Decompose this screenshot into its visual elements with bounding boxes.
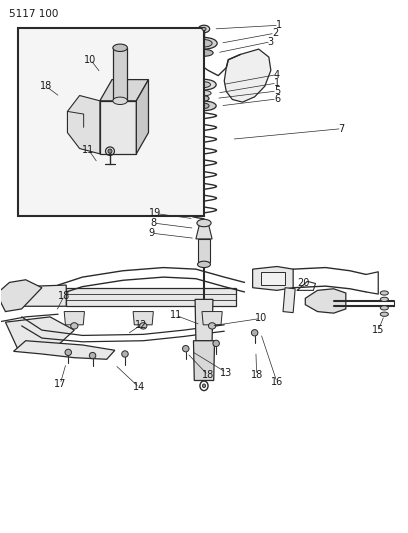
Polygon shape (66, 288, 236, 306)
Ellipse shape (89, 352, 96, 359)
Ellipse shape (213, 340, 220, 346)
Polygon shape (13, 341, 115, 359)
Polygon shape (100, 79, 149, 101)
Ellipse shape (380, 291, 388, 295)
Polygon shape (195, 300, 213, 341)
Ellipse shape (202, 384, 206, 387)
Polygon shape (253, 266, 293, 290)
Text: 9: 9 (148, 228, 154, 238)
Ellipse shape (197, 91, 211, 96)
Text: 4: 4 (274, 70, 280, 79)
Text: 8: 8 (150, 218, 156, 228)
Ellipse shape (182, 345, 189, 352)
Text: 10: 10 (255, 313, 267, 324)
Polygon shape (133, 312, 153, 325)
Text: 14: 14 (133, 382, 145, 392)
Polygon shape (193, 341, 215, 381)
Ellipse shape (122, 351, 128, 357)
Ellipse shape (380, 312, 388, 317)
Text: 12: 12 (135, 320, 147, 330)
Text: 18: 18 (58, 290, 70, 301)
Text: 6: 6 (274, 94, 280, 104)
Text: 11: 11 (82, 145, 95, 155)
Polygon shape (113, 48, 127, 101)
Text: 13: 13 (220, 368, 233, 377)
Text: 2: 2 (272, 28, 278, 38)
Ellipse shape (197, 219, 211, 227)
Ellipse shape (65, 349, 71, 356)
Ellipse shape (251, 329, 258, 336)
Ellipse shape (197, 261, 211, 268)
Polygon shape (5, 317, 74, 349)
Ellipse shape (113, 97, 127, 104)
Polygon shape (283, 288, 295, 313)
Polygon shape (202, 312, 222, 325)
Ellipse shape (380, 297, 388, 302)
Text: 15: 15 (372, 325, 384, 335)
Ellipse shape (197, 82, 211, 87)
Text: 10: 10 (84, 55, 97, 64)
Text: 3: 3 (268, 37, 274, 47)
Text: 1: 1 (274, 78, 280, 88)
Text: 19: 19 (149, 208, 162, 219)
FancyBboxPatch shape (18, 28, 204, 216)
Polygon shape (305, 289, 346, 313)
Text: 11: 11 (169, 310, 182, 320)
Polygon shape (224, 49, 271, 102)
Text: 7: 7 (339, 124, 345, 134)
Ellipse shape (140, 322, 147, 329)
Ellipse shape (208, 322, 216, 329)
Text: 18: 18 (40, 81, 52, 91)
Ellipse shape (191, 37, 217, 49)
Ellipse shape (202, 27, 206, 30)
Text: 16: 16 (271, 377, 283, 387)
Text: 5: 5 (274, 86, 280, 96)
Ellipse shape (199, 103, 209, 109)
Polygon shape (123, 54, 186, 131)
Text: 5117 100: 5117 100 (9, 10, 59, 19)
Text: 18: 18 (202, 370, 214, 380)
Polygon shape (13, 285, 66, 306)
Polygon shape (0, 280, 42, 312)
Text: 18: 18 (251, 370, 263, 380)
Ellipse shape (195, 50, 213, 56)
Text: 20: 20 (297, 278, 309, 288)
Text: 1: 1 (276, 20, 282, 30)
Polygon shape (136, 79, 149, 154)
Text: 17: 17 (54, 379, 67, 389)
Ellipse shape (113, 44, 127, 52)
Polygon shape (100, 101, 136, 154)
Ellipse shape (196, 39, 212, 47)
Ellipse shape (192, 79, 216, 90)
Ellipse shape (192, 101, 216, 111)
Ellipse shape (199, 96, 209, 101)
Polygon shape (261, 272, 285, 285)
Polygon shape (196, 225, 212, 239)
Polygon shape (67, 95, 100, 154)
Polygon shape (64, 312, 84, 325)
Ellipse shape (71, 322, 78, 329)
Polygon shape (198, 239, 210, 262)
Ellipse shape (108, 149, 112, 154)
Ellipse shape (198, 25, 210, 33)
Ellipse shape (380, 306, 388, 310)
